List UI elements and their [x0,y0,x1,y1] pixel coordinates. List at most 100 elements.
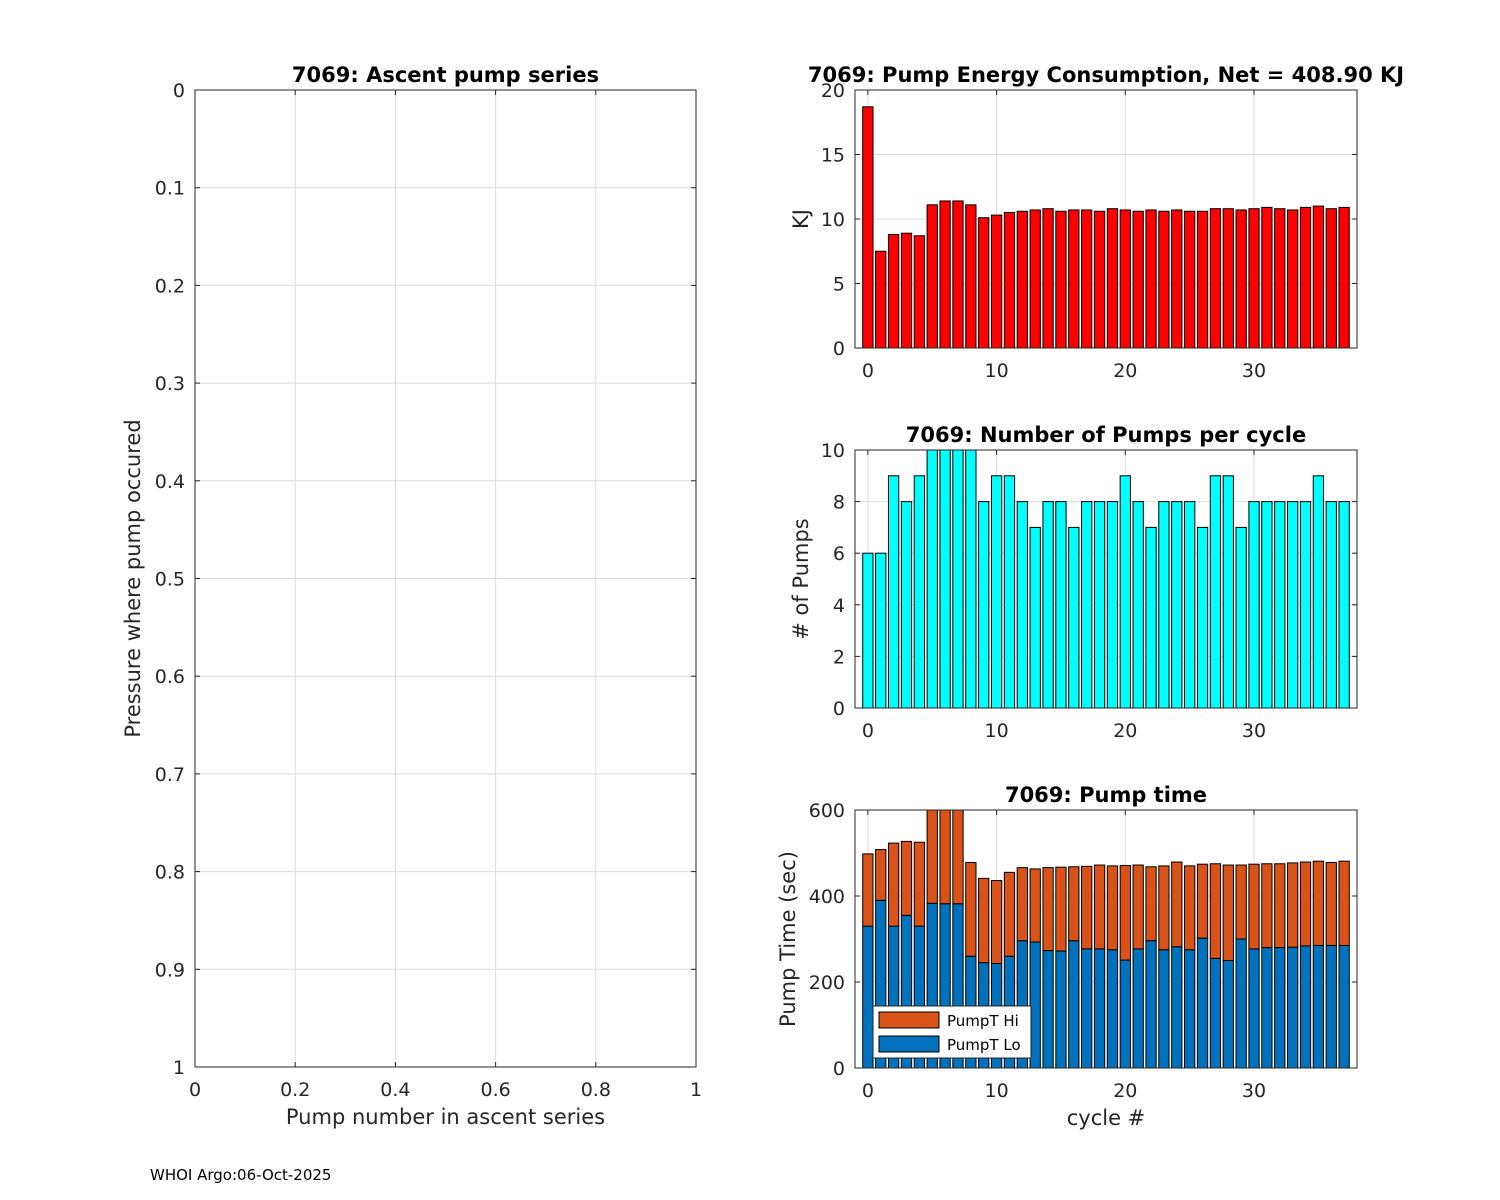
pumpt-hi-bar [1222,864,1234,961]
x-tick-label: 10 [984,360,1008,382]
pumpt-lo-bar [1119,959,1131,1069]
y-tick-label: 0.6 [155,666,185,688]
pumps-bar [1055,501,1067,709]
x-tick-label: 10 [984,1080,1008,1102]
pumps-bar [1003,475,1016,709]
pumps-bar [1222,475,1234,709]
y-tick-label: 10 [821,209,845,231]
energy-bar [900,232,913,349]
x-tick-label: 0.2 [280,1079,310,1101]
pumps-bar [1312,475,1325,709]
x-tick-label: 30 [1242,1080,1266,1102]
energy-bar [1274,208,1286,349]
energy-bar [978,217,990,349]
y-tick-label: 0.5 [155,569,185,591]
energy-bar [887,233,900,349]
pumps-bar [900,501,913,709]
energy-bar [1055,210,1067,349]
pumpt-hi-bar [1029,868,1041,943]
x-tick-label: 30 [1242,360,1266,382]
pumps-bar [965,449,977,709]
pumpt-hi-bar [900,840,913,916]
pumpt-lo-bar [1132,948,1144,1069]
pumpt-hi-bar [875,849,887,901]
y-tick-label: 0 [833,338,845,360]
pumpt-hi-bar [1235,864,1247,940]
pumpt-hi-bar [1042,867,1054,952]
energy-bar [990,214,1003,349]
chart-title: 7069: Ascent pump series [292,63,599,87]
x-tick-label: 0 [862,360,874,382]
pumpt-hi-bar [1338,860,1350,946]
pumpt-hi-bar [1171,861,1183,948]
pumps-bar [1209,475,1222,709]
y-tick-label: 5 [833,274,845,296]
pumpt-lo-bar [1055,950,1067,1069]
axes-frame [854,89,1358,349]
pumpt-hi-bar [952,809,964,905]
pumpt-hi-bar [1158,865,1170,951]
x-tick-label: 0.8 [581,1079,611,1101]
energy-bar [862,106,874,349]
energy-bar [1093,210,1106,349]
pumpt-lo-bar [1338,944,1350,1069]
pumpt-hi-bar [1119,864,1131,961]
pumps-bar [1119,475,1131,709]
x-tick-label: 1 [690,1079,702,1101]
pumpt-lo-bar [1274,947,1286,1069]
pumpt-hi-bar [862,853,874,927]
pumpt-lo-bar [1068,940,1080,1069]
x-tick-label: 0.4 [380,1079,410,1101]
y-tick-label: 1 [173,1057,185,1079]
energy-bar [1068,209,1080,349]
y-tick-label: 600 [809,800,845,822]
y-tick-label: 4 [833,595,845,617]
energy-bar [939,200,951,349]
energy-bar [1209,208,1222,349]
pumpt-hi-bar [1196,863,1209,939]
pumpt-lo-bar [1261,947,1273,1069]
pumpt-lo-bar [1158,949,1170,1069]
pumpt-hi-bar [1055,866,1067,952]
y-tick-label: 0.7 [155,764,185,786]
pumpt-lo-bar [1286,946,1299,1069]
legend: PumpT Hi PumpT Lo [872,1005,1032,1059]
pumpt-hi-bar [1003,871,1016,957]
pumpt-hi-bar [1286,862,1299,948]
pumpt-hi-bar [1132,864,1144,950]
pumps-bar [1106,501,1119,709]
energy-bar [875,250,887,349]
pumps-bar [1171,501,1183,709]
pumpt-hi-bar [1016,867,1028,942]
energy-bar [1248,208,1260,349]
pumpt-hi-bar [1248,863,1260,950]
pumpt-hi-bar [1068,866,1080,942]
legend-swatch-lo [878,1035,940,1053]
pumps-chart: 0 10 20 30 0 2 4 6 8 10 7069: Number of Pumps per … [789,423,1358,742]
pumpt-lo-bar [1029,941,1041,1069]
x-axis-label: Pump number in ascent series [286,1105,605,1129]
x-tick-label: 0.6 [480,1079,510,1101]
pumpt-lo-bar [1235,938,1247,1069]
energy-bar [1222,208,1234,349]
y-axis-label: # of Pumps [789,518,813,640]
pumps-bar [1184,501,1196,709]
pumps-bar [1338,501,1350,709]
pumpt-hi-bar [926,809,938,904]
pumpt-hi-bar [990,880,1003,965]
pumpt-hi-bar [965,861,977,957]
footer-stamp: WHOI Argo:06-Oct-2025 [150,1166,332,1184]
x-tick-label: 0 [189,1079,201,1101]
pumpt-lo-bar [862,925,874,1069]
ascent-chart: 0 0.2 0.4 0.6 0.8 100.10.20.30.40.50.60.70.80… [121,63,702,1129]
energy-bar [1042,208,1054,349]
chart-title: 7069: Pump Energy Consumption, Net = 408… [808,63,1404,87]
energy-bar [1235,209,1247,349]
energy-bar [1171,209,1183,349]
pumpt-hi-bar [1145,866,1157,942]
pumpt-lo-bar [1042,950,1054,1069]
energy-bar [1003,212,1016,349]
pumps-bar [1325,501,1337,709]
pumps-bar [887,475,900,709]
x-axis-label: cycle # [1067,1106,1146,1130]
